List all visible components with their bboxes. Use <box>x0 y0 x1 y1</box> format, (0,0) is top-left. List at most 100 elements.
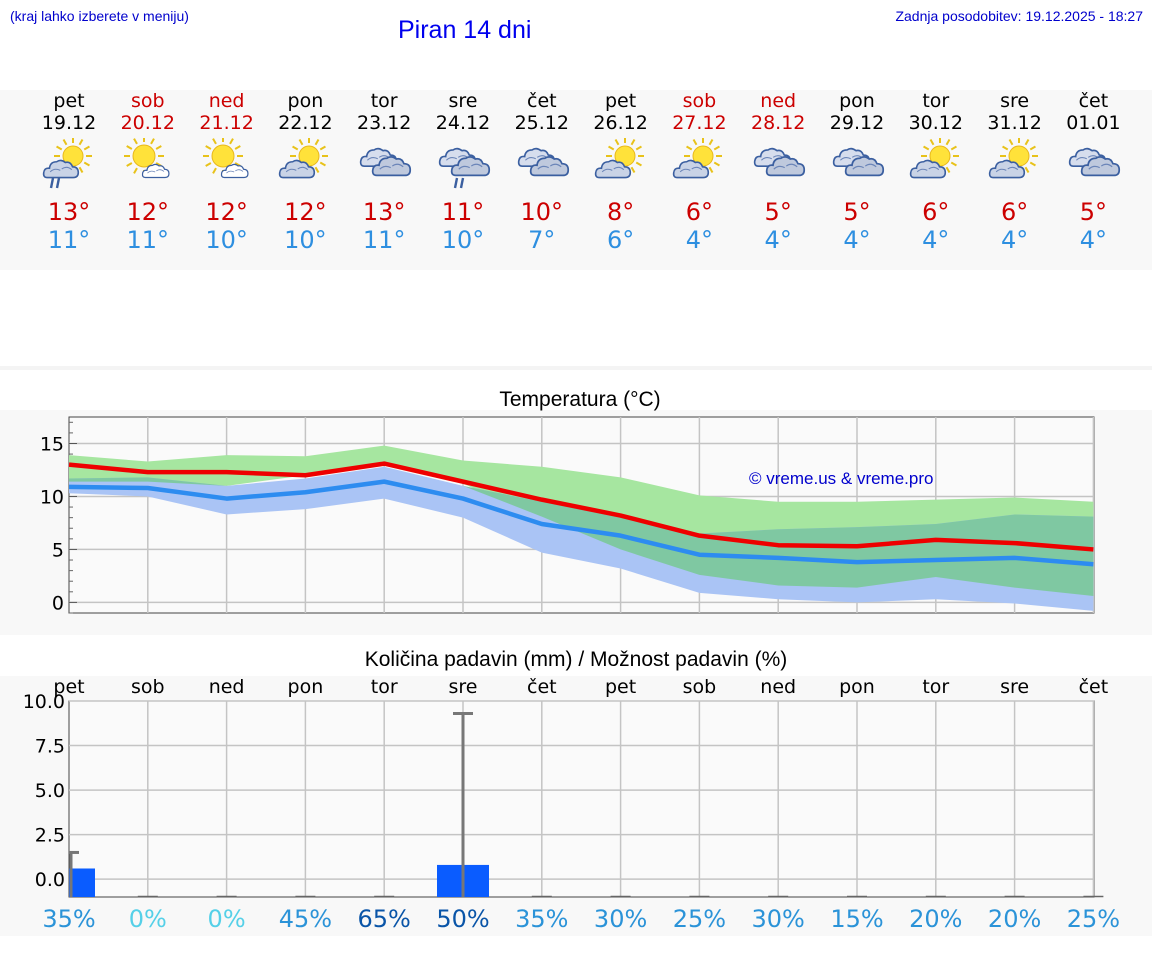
day-forecast: sob 27.12 6° 4° <box>659 90 739 270</box>
day-name: pet <box>604 90 637 112</box>
day-forecast: ned 28.12 5° 4° <box>738 90 818 270</box>
precipitation-probability: 15% <box>830 905 883 933</box>
precipitation-probability: 35% <box>515 905 568 933</box>
day-date: 30.12 <box>908 112 963 134</box>
day-date: 25.12 <box>514 112 569 134</box>
y-tick-label: 10 <box>40 486 64 508</box>
precip-day-label: tor <box>922 676 949 698</box>
day-date: 28.12 <box>750 112 806 134</box>
daily-forecast: pet 19.12 13° 11° sob 20.12 12° 11° ned 21.12 12° 1… <box>0 90 1152 270</box>
day-name: ned <box>208 90 245 112</box>
partly-sunny-icon <box>908 138 964 194</box>
precipitation-probability: 65% <box>358 905 411 933</box>
precipitation-probability: 25% <box>673 905 726 933</box>
y-tick-label: 10.0 <box>23 691 65 713</box>
page-title: Piran 14 dni <box>398 16 532 44</box>
precip-day-label: sob <box>683 676 717 698</box>
precip-day-label: pon <box>839 676 875 698</box>
min-temperature: 7° <box>528 226 556 254</box>
min-temperature: 10° <box>205 226 248 254</box>
day-forecast: tor 30.12 6° 4° <box>896 90 976 270</box>
precip-day-label: ned <box>760 676 796 698</box>
location-hint: (kraj lahko izberete v meniju) <box>10 8 189 24</box>
min-temperature: 6° <box>606 226 635 254</box>
divider <box>0 366 1152 370</box>
max-temperature: 6° <box>922 198 950 226</box>
precip-day-label: sob <box>131 676 165 698</box>
sun-small-cloud-icon <box>199 138 255 194</box>
day-name: pet <box>53 90 85 112</box>
precipitation-probability: 30% <box>752 905 805 933</box>
day-date: 24.12 <box>435 112 491 134</box>
max-temperature: 12° <box>126 198 170 226</box>
day-date: 01.01 <box>1066 112 1121 134</box>
y-tick-label: 5.0 <box>35 780 65 802</box>
min-temperature: 11° <box>126 226 170 254</box>
day-forecast: pet 19.12 13° 11° <box>29 90 109 270</box>
precipitation-probability: 0% <box>129 905 167 933</box>
y-tick-label: 5 <box>52 539 64 561</box>
partly-sunny-icon <box>593 138 649 194</box>
max-temperature: 5° <box>1079 198 1108 226</box>
temperature-chart-title: Temperatura (°C) <box>499 388 661 411</box>
min-temperature: 10° <box>284 226 327 254</box>
cloudy-icon <box>356 138 412 194</box>
precip-day-label: sre <box>1000 676 1029 698</box>
day-name: tor <box>370 90 398 112</box>
precipitation-bar <box>69 868 95 897</box>
temperature-series <box>68 445 1094 611</box>
precipitation-probability: 50% <box>436 905 489 933</box>
day-name: sre <box>448 90 478 112</box>
day-name: pon <box>287 90 324 112</box>
precipitation-probability: 20% <box>988 905 1041 933</box>
day-name: sob <box>682 90 717 112</box>
y-tick-label: 15 <box>40 433 64 455</box>
day-name: sre <box>1000 90 1030 112</box>
day-forecast: sre 31.12 6° 4° <box>975 90 1055 270</box>
last-update: Zadnja posodobitev: 19.12.2025 - 18:27 <box>895 8 1143 24</box>
precip-day-label: pon <box>288 676 324 698</box>
day-date: 27.12 <box>672 112 727 134</box>
partly-sunny-icon <box>277 138 333 194</box>
day-name: ned <box>760 90 797 112</box>
day-forecast: sob 20.12 12° 11° <box>108 90 188 270</box>
precipitation-probability: 45% <box>279 905 332 933</box>
partly-sunny-drizzle-icon <box>41 138 97 194</box>
y-tick-label: 0 <box>52 592 64 614</box>
precip-day-label: sre <box>449 676 478 698</box>
precipitation-probability: 0% <box>208 905 246 933</box>
partly-sunny-icon <box>671 138 727 194</box>
day-forecast: pet 26.12 8° 6° <box>581 90 661 270</box>
precip-day-label: ned <box>209 676 245 698</box>
min-temperature: 10° <box>441 226 485 254</box>
min-temperature: 4° <box>685 226 714 254</box>
day-date: 29.12 <box>829 112 885 134</box>
max-temperature: 11° <box>441 198 485 226</box>
max-temperature: 13° <box>47 198 91 226</box>
precipitation-plot-area <box>68 700 1095 898</box>
partly-sunny-icon <box>987 138 1043 194</box>
precipitation-probability: 20% <box>909 905 962 933</box>
precip-day-label: pet <box>605 676 636 698</box>
min-temperature: 4° <box>1000 226 1029 254</box>
day-name: čet <box>527 90 557 112</box>
precipitation-chart-title: Količina padavin (mm) / Možnost padavin … <box>364 648 788 671</box>
max-temperature: 13° <box>362 198 406 226</box>
y-tick-label: 7.5 <box>35 736 65 758</box>
cloudy-icon <box>514 138 570 194</box>
max-temperature: 5° <box>764 198 792 226</box>
max-temperature: 8° <box>606 198 635 226</box>
day-date: 23.12 <box>356 112 412 134</box>
chart-credit: © vreme.us & vreme.pro <box>749 469 933 488</box>
y-tick-label: 0.0 <box>35 869 65 891</box>
sun-small-cloud-icon <box>120 138 176 194</box>
cloudy-icon <box>1065 138 1121 194</box>
precip-day-label: čet <box>1079 676 1109 698</box>
min-temperature: 11° <box>47 226 91 254</box>
day-forecast: ned 21.12 12° 10° <box>187 90 267 270</box>
day-forecast: čet 01.01 5° 4° <box>1053 90 1133 270</box>
day-date: 21.12 <box>199 112 254 134</box>
precipitation-probability: 25% <box>1067 905 1120 933</box>
day-date: 22.12 <box>278 112 333 134</box>
